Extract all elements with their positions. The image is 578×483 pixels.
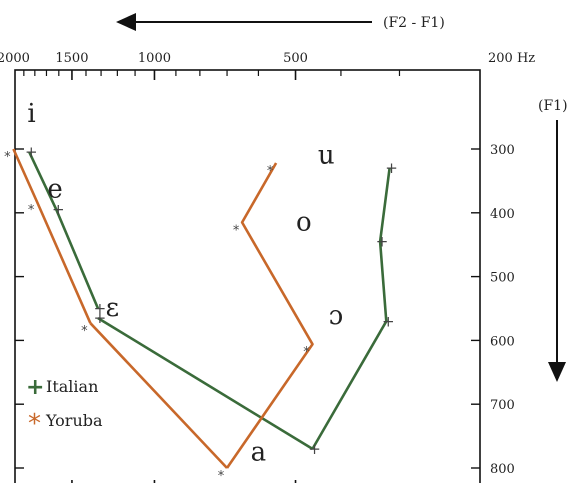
series-layer: ++++++++******* — [4, 143, 398, 483]
vowel-labels: i e ε a ɔ o u — [27, 99, 343, 467]
legend-label-italian: Italian — [46, 377, 98, 396]
data-point-marker: * — [4, 150, 11, 165]
x-tick-label: 1000 — [138, 51, 171, 66]
vowel-label: e — [47, 174, 62, 204]
series-line-front — [28, 151, 100, 310]
data-point-marker: * — [303, 345, 310, 360]
y-direction-arrow — [548, 120, 566, 382]
data-point-marker: * — [233, 223, 240, 238]
series-line-front — [12, 148, 92, 324]
y-tick-labels: 300 400 500 600 700 800 — [490, 143, 515, 477]
data-point-marker: + — [52, 201, 65, 219]
y-tick-label: 600 — [490, 334, 515, 349]
data-point-marker: + — [308, 440, 321, 458]
data-point-marker: * — [218, 469, 225, 483]
x-direction-arrow — [116, 13, 372, 31]
legend-marker-yoruba: * — [28, 409, 41, 439]
series-italian: ++++++++ — [25, 143, 398, 458]
series-line-back — [225, 162, 314, 469]
legend: + Italian * Yoruba — [26, 375, 103, 439]
data-point-marker: * — [28, 203, 35, 218]
y-tick-label: 300 — [490, 143, 515, 158]
x-tick-label: 500 — [283, 51, 308, 66]
series-line-low — [89, 322, 228, 469]
y-tick-label: 400 — [490, 207, 515, 222]
series-line-back — [311, 167, 391, 450]
data-point-marker: + — [385, 159, 398, 177]
data-point-marker: + — [94, 309, 107, 327]
x-tick-labels: 2500200015001000500 — [0, 51, 308, 66]
y-tick-label: 700 — [490, 398, 515, 413]
y-tick-label: 800 — [490, 462, 515, 477]
vowel-label: a — [251, 437, 267, 467]
plot-frame — [14, 69, 481, 483]
x-tick-label: 1500 — [55, 51, 88, 66]
vowel-label: ɔ — [329, 301, 344, 331]
x-end-label: 200 Hz — [488, 51, 535, 66]
data-point-marker: * — [81, 324, 88, 339]
x-tick-label: 2000 — [0, 51, 30, 66]
x-tick-marks-bottom — [71, 480, 297, 483]
vowel-label: ε — [106, 293, 119, 323]
data-point-marker: + — [382, 312, 395, 330]
legend-marker-italian: + — [26, 375, 44, 400]
vowel-label: o — [296, 208, 312, 238]
series-line-low — [97, 316, 314, 451]
y-tick-label: 500 — [490, 271, 515, 286]
data-point-marker: * — [267, 164, 274, 179]
data-point-marker: + — [25, 143, 38, 161]
x-tick-marks-top — [23, 70, 401, 80]
x-axis-title: (F2 - F1) — [383, 15, 445, 31]
data-point-marker: + — [94, 300, 107, 318]
y-axis-title: (F1) — [538, 98, 568, 114]
vowel-label: i — [27, 99, 35, 129]
vowel-label: u — [318, 141, 335, 171]
legend-label-yoruba: Yoruba — [45, 411, 103, 430]
series-yoruba: * * * * * * * — [4, 148, 314, 483]
y-tick-marks — [15, 148, 480, 469]
data-point-marker: + — [376, 233, 389, 251]
